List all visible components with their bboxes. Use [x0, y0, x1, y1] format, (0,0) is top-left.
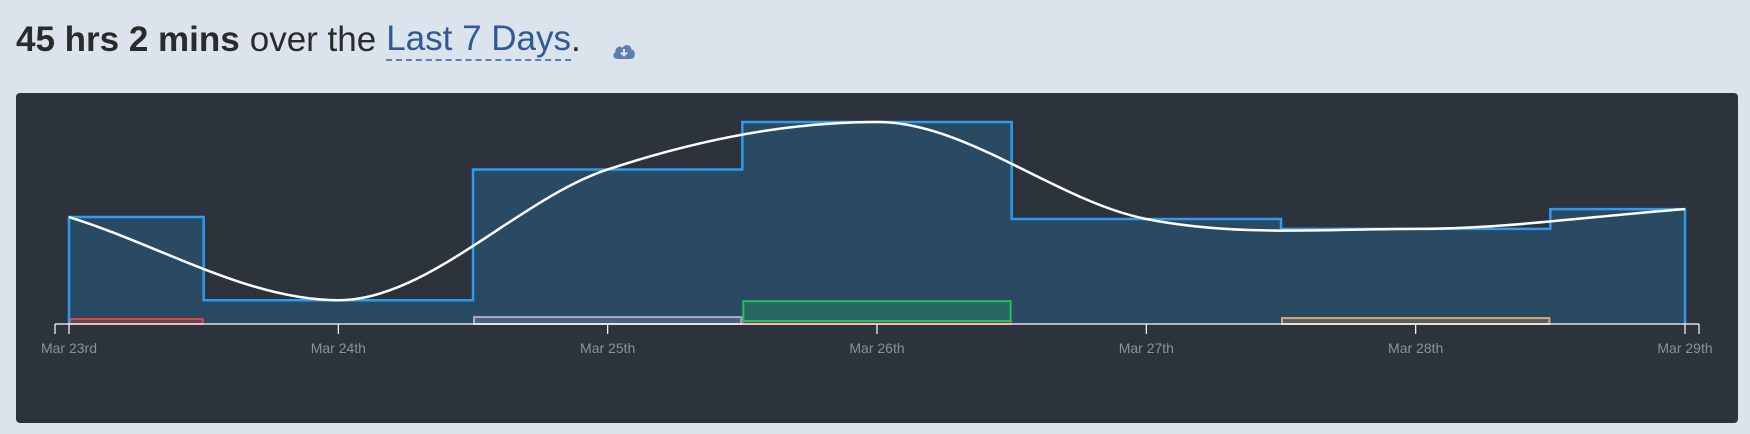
trend-line — [68, 120, 1686, 302]
series-3-bar-5 — [1281, 317, 1551, 326]
total-bar-6 — [1550, 209, 1685, 324]
total-time: 45 hrs 2 mins — [16, 20, 240, 59]
total-bar-2 — [473, 169, 743, 324]
cloud-download-icon[interactable] — [611, 30, 637, 59]
x-tick-label-5: Mar 28th — [1388, 340, 1443, 356]
x-tick-label-1: Mar 24th — [311, 340, 366, 356]
over-the-text: over the — [249, 20, 377, 59]
series-1-bar-2 — [473, 316, 743, 325]
total-bar-3 — [742, 121, 1012, 324]
total-bar-0 — [69, 217, 204, 324]
activity-chart: Mar 23rd Mar 24th Mar 25th Mar 26th Mar 27th… — [41, 120, 1713, 356]
total-bar-4 — [1011, 219, 1281, 324]
summary-header: 45 hrs 2 mins over the Last 7 Days . — [16, 12, 637, 68]
period-text: . — [571, 20, 581, 59]
x-tick-label-4: Mar 27th — [1119, 340, 1174, 356]
date-range-link[interactable]: Last 7 Days — [386, 19, 572, 61]
x-tick-label-2: Mar 25th — [580, 340, 635, 356]
activity-chart-card: Mar 23rd Mar 24th Mar 25th Mar 26th Mar 27th… — [16, 93, 1738, 423]
x-tick-label-3: Mar 26th — [849, 340, 904, 356]
series-2-bar-3 — [742, 300, 1012, 323]
total-bar-5 — [1281, 228, 1551, 324]
total-bar-1 — [203, 300, 473, 324]
x-tick-label-0: Mar 23rd — [41, 340, 97, 356]
series-0-bar-0 — [69, 318, 204, 326]
x-tick-label-6: Mar 29th — [1657, 340, 1712, 356]
